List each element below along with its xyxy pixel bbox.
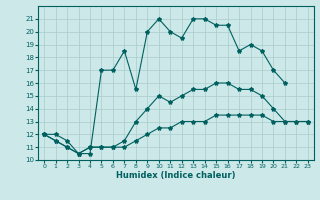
X-axis label: Humidex (Indice chaleur): Humidex (Indice chaleur) <box>116 171 236 180</box>
